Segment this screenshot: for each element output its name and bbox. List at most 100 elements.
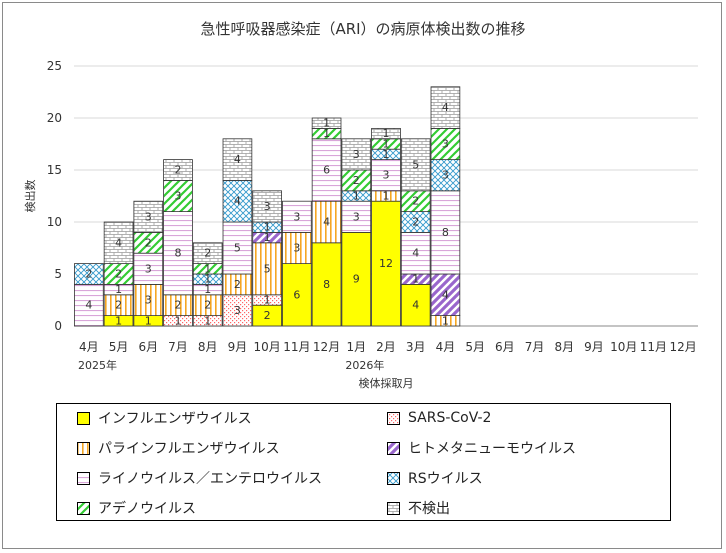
bar-segment-negative (163, 159, 193, 181)
data-label: 3 (383, 169, 390, 182)
x-tick-label: 5月 (465, 340, 485, 354)
data-label: 3 (264, 200, 271, 213)
data-label: 8 (175, 247, 182, 260)
data-label: 1 (175, 314, 182, 327)
year-label: 2026年 (345, 358, 384, 372)
data-label: 3 (353, 148, 360, 161)
data-label: 1 (115, 314, 122, 327)
x-tick-label: 12月 (313, 340, 340, 354)
bar-segment-rhino_entero (430, 190, 461, 275)
legend-label: ヒトメタニューモウイルス (408, 441, 576, 457)
bar-segment-influenza (400, 283, 431, 327)
legend-item-rhino_entero: ライノウイルス／エンテロウイルス (77, 469, 322, 487)
data-label: 9 (353, 273, 360, 286)
x-tick-label: 4月 (79, 340, 99, 354)
data-label: 4 (85, 299, 92, 312)
legend-swatch-adeno (77, 501, 90, 515)
legend-label: RSウイルス (408, 471, 483, 487)
y-tick-label: 15 (47, 163, 62, 177)
legend-item-rsv: RSウイルス (387, 469, 483, 487)
data-label: 4 (442, 288, 449, 301)
bar-segment-rhino_entero (282, 200, 312, 233)
data-label: 2 (353, 174, 360, 187)
data-label: 3 (442, 138, 449, 151)
data-label: 2 (234, 278, 241, 291)
data-label: 1 (204, 314, 211, 327)
legend-swatch-influenza (77, 411, 90, 425)
legend-swatch-rhino_entero (77, 471, 90, 485)
bar-segment-rhino_entero (163, 211, 193, 296)
legend-label: 不検出 (408, 501, 450, 517)
data-label: 4 (442, 101, 449, 114)
bar-segment-influenza (371, 200, 401, 327)
data-label: 6 (323, 164, 330, 177)
x-tick-label: 8月 (554, 340, 574, 354)
y-axis-title: 検出数 (23, 180, 37, 213)
legend-label: パラインフルエンザウイルス (98, 441, 280, 457)
data-label: 1 (264, 231, 271, 244)
data-label: 2 (412, 216, 419, 229)
data-label: 2 (145, 236, 152, 249)
y-tick-label: 5 (54, 267, 62, 281)
data-label: 1 (264, 221, 271, 234)
legend-swatch-sars_cov_2 (387, 411, 400, 425)
bar-segment-negative (252, 190, 282, 223)
x-tick-label: 6月 (138, 340, 158, 354)
x-tick-label: 2月 (376, 340, 396, 354)
data-label: 4 (234, 195, 241, 208)
data-label: 8 (323, 278, 330, 291)
legend-label: インフルエンザウイルス (98, 411, 252, 427)
data-label: 2 (85, 268, 92, 281)
data-label: 1 (115, 283, 122, 296)
data-label: 1 (412, 273, 419, 286)
data-label: 3 (442, 169, 449, 182)
legend-item-negative: 不検出 (387, 499, 450, 517)
x-tick-label: 7月 (168, 340, 188, 354)
bar-segment-rsv (74, 263, 104, 285)
y-tick-label: 25 (47, 59, 62, 73)
bar-segment-influenza (341, 231, 372, 327)
data-label: 3 (234, 304, 241, 317)
data-label: 2 (264, 309, 271, 322)
bar-segment-negative (371, 127, 401, 140)
data-label: 1 (204, 283, 211, 296)
bar-segment-parainfluenza (252, 242, 282, 296)
data-label: 3 (293, 242, 300, 255)
y-tick-label: 20 (47, 111, 62, 125)
legend-swatch-parainfluenza (77, 441, 90, 455)
data-label: 3 (353, 210, 360, 223)
x-tick-label: 10月 (254, 340, 281, 354)
bar-segment-rsv (430, 159, 461, 192)
legend-item-parainfluenza: パラインフルエンザウイルス (77, 439, 280, 457)
data-label: 12 (379, 257, 393, 270)
legend-swatch-hmpv (387, 441, 400, 455)
x-tick-label: 5月 (109, 340, 129, 354)
data-label: 5 (264, 262, 271, 275)
legend-swatch-negative (387, 501, 400, 515)
data-label: 1 (323, 117, 330, 130)
x-tick-label: 12月 (670, 340, 697, 354)
legend: インフルエンザウイルス SARS-CoV-2 パラインフルエンザウイルス ヒトメタニュ… (56, 403, 671, 521)
x-tick-label: 11月 (283, 340, 310, 354)
y-tick-label: 10 (47, 215, 62, 229)
bar-segment-parainfluenza (311, 200, 342, 244)
bar-segment-negative (103, 221, 134, 264)
bar-segment-adeno (163, 179, 193, 212)
legend-item-adeno: アデノウイルス (77, 499, 196, 517)
chart-title: 急性呼吸器感染症（ARI）の病原体検出数の推移 (200, 20, 526, 38)
bar-segment-rhino_entero (133, 252, 164, 285)
data-label: 1 (204, 273, 211, 286)
x-tick-label: 3月 (406, 340, 426, 354)
bar-segment-adeno (430, 127, 461, 160)
data-label: 2 (175, 299, 182, 312)
legend-label: アデノウイルス (98, 501, 196, 517)
legend-swatch-rsv (387, 471, 400, 485)
year-label: 2025年 (78, 358, 117, 372)
legend-label: ライノウイルス／エンテロウイルス (98, 471, 322, 487)
data-label: 1 (442, 314, 449, 327)
data-label: 1 (204, 262, 211, 275)
data-label: 4 (412, 299, 419, 312)
data-label: 3 (293, 210, 300, 223)
data-label: 2 (412, 195, 419, 208)
data-label: 4 (115, 236, 122, 249)
